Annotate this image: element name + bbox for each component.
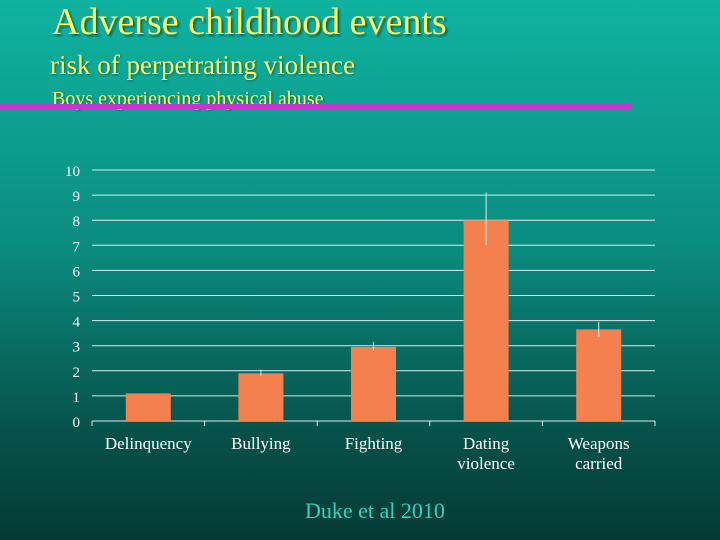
- x-tick-label: Dating violence: [457, 434, 515, 473]
- x-tick-label: Weapons carried: [568, 434, 630, 473]
- slide-subtitle: risk of perpetrating violence: [50, 50, 356, 80]
- y-tick-label: 4: [73, 315, 81, 331]
- y-tick-label: 5: [73, 290, 81, 306]
- x-tick-label: Fighting: [345, 434, 403, 453]
- y-tick-label: 6: [73, 264, 81, 280]
- y-tick-label: 7: [73, 239, 81, 255]
- x-tick-label: Bullying: [231, 434, 291, 453]
- bar: [238, 373, 284, 421]
- y-tick-label: 9: [73, 189, 81, 205]
- x-tick-label: Delinquency: [105, 434, 192, 453]
- bar: [125, 393, 171, 421]
- y-tick-label: 8: [73, 214, 81, 230]
- accent-rule: [0, 104, 632, 109]
- slide-title: Adverse childhood events: [52, 1, 447, 43]
- y-tick-label: 0: [73, 415, 81, 431]
- y-tick-label: 3: [73, 340, 81, 356]
- y-tick-label: 1: [73, 390, 81, 406]
- y-tick-label: 2: [73, 365, 81, 381]
- bar: [351, 346, 396, 421]
- bar: [463, 220, 509, 421]
- y-tick-label: 10: [65, 164, 80, 180]
- bar: [576, 329, 622, 421]
- citation: Duke et al 2010: [305, 498, 445, 523]
